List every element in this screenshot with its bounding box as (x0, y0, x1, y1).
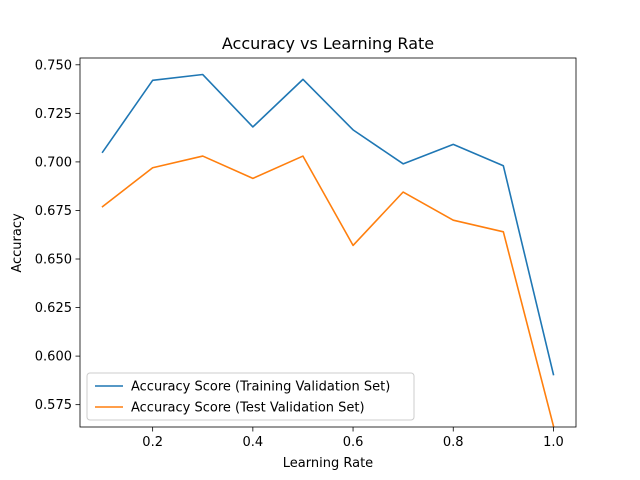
y-tick-label: 0.725 (35, 107, 72, 122)
chart-title: Accuracy vs Learning Rate (222, 34, 434, 53)
series-line-2 (101, 155, 555, 428)
y-tick-label: 0.750 (35, 58, 72, 73)
y-tick-label: 0.700 (35, 155, 72, 170)
x-axis-title: Learning Rate (283, 456, 373, 471)
plot-area: 0.2 0.4 0.6 0.8 1.0 0.575 0.600 0.625 0.650 0.675… (35, 57, 577, 450)
x-tick-label: 0.4 (243, 435, 264, 450)
y-tick-label: 0.600 (35, 350, 72, 365)
series-line-1 (101, 73, 555, 376)
x-tick-label: 1.0 (543, 435, 564, 450)
y-tick-label: 0.650 (35, 253, 72, 268)
y-tick-label: 0.625 (35, 301, 72, 316)
x-tick-label: 0.8 (443, 435, 464, 450)
axes-frame (79, 57, 577, 428)
y-tick-label: 0.575 (35, 398, 72, 413)
legend-box (86, 372, 415, 421)
x-tick-label: 0.2 (142, 435, 163, 450)
legend: Accuracy Score (Training Validation Set)… (86, 372, 415, 421)
legend-label-1: Accuracy Score (Training Validation Set) (131, 380, 390, 395)
y-tick-label: 0.675 (35, 204, 72, 219)
y-axis-title: Accuracy (10, 213, 25, 273)
x-tick-label: 0.6 (343, 435, 364, 450)
legend-label-2: Accuracy Score (Test Validation Set) (131, 401, 365, 416)
